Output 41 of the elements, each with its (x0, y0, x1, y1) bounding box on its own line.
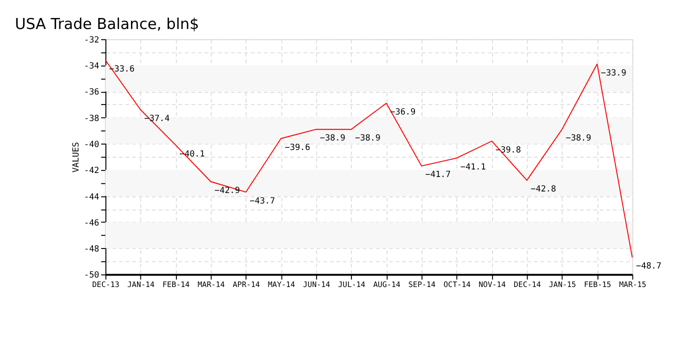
x-tick-label: JUL-14 (338, 280, 366, 290)
x-tick-label: FEB-14 (162, 280, 190, 290)
x-tick-label: MAR-14 (198, 280, 226, 290)
data-label: −38.9 (566, 132, 592, 143)
x-tick-label: DEC-14 (514, 280, 542, 290)
y-tick-label: -32 (84, 34, 100, 44)
y-tick-label: -40 (84, 139, 100, 150)
x-tick-label: OCT-14 (444, 280, 472, 290)
data-label: −38.9 (355, 132, 380, 143)
data-label: −33.9 (600, 67, 626, 78)
data-label: −42.8 (530, 184, 556, 194)
data-label: −39.6 (284, 142, 310, 152)
x-tick-label: JAN-14 (127, 280, 156, 290)
line-series (104, 60, 633, 258)
y-tick-label: -34 (84, 60, 100, 71)
chart-title: USA Trade Balance, bln$ (14, 14, 200, 33)
x-tick-label: MAR-15 (619, 280, 646, 290)
x-tick-label: MAY-14 (268, 280, 296, 290)
y-tick-label: -42 (84, 165, 100, 176)
data-label: −41.7 (425, 169, 451, 180)
data-label: −43.7 (250, 195, 276, 206)
x-tick-label: JAN-15 (548, 280, 576, 290)
x-tick-label: DEC-13 (92, 280, 120, 290)
y-tick-label: -38 (84, 112, 100, 123)
x-tick-label: APR-14 (232, 280, 260, 290)
x-tick-label: JUN-14 (303, 280, 331, 290)
data-label: −41.1 (460, 161, 486, 172)
y-tick-label: -46 (84, 217, 100, 228)
x-tick-label: AUG-14 (373, 280, 401, 290)
y-tick-label: -50 (84, 270, 100, 280)
y-tick-label: -48 (84, 244, 100, 254)
x-tick-label: SEP-14 (408, 280, 436, 290)
y-tick-label: -44 (84, 191, 100, 202)
data-label: −42.9 (214, 184, 240, 195)
data-label: −48.7 (636, 260, 662, 271)
y-axis-title: VALUES (70, 142, 80, 173)
x-tick-label: FEB-15 (584, 280, 612, 290)
y-tick-label: -36 (84, 86, 100, 97)
data-label: −36.9 (390, 106, 416, 117)
data-label: −38.9 (320, 132, 346, 143)
x-tick-label: NOV-14 (478, 280, 506, 290)
